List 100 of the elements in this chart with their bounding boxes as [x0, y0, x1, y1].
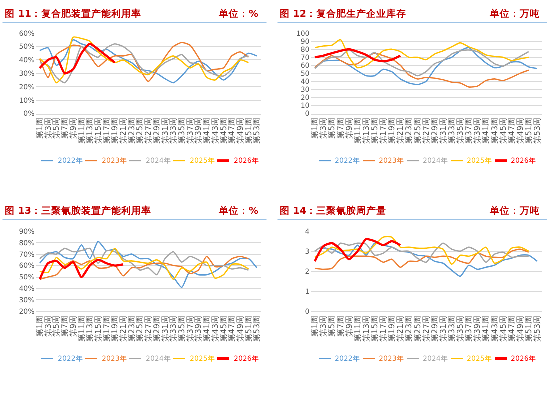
- x-tick-label: 第17周: [379, 118, 388, 144]
- x-tick-label: 第35周: [456, 316, 466, 342]
- x-tick-label: 第21周: [396, 118, 406, 144]
- x-tick-label: 第49周: [516, 118, 525, 144]
- x-tick-label: 第41周: [202, 118, 212, 144]
- x-tick-label: 第53周: [533, 118, 542, 144]
- chart-subtitle: 单位：万吨: [489, 8, 540, 20]
- line-series: [314, 52, 530, 88]
- x-tick-label: 第41周: [482, 316, 491, 342]
- x-tick-label: 第49周: [516, 316, 525, 342]
- x-tick-label: 第53周: [252, 118, 262, 144]
- line-series: [314, 236, 530, 266]
- line-series: [314, 48, 402, 63]
- x-tick-label: 第7周: [336, 118, 346, 140]
- x-tick-label: 第37周: [186, 118, 195, 144]
- x-tick-label: 第35周: [456, 118, 466, 144]
- x-tick-label: 第47周: [228, 118, 237, 144]
- x-tick-label: 第15周: [370, 118, 380, 144]
- x-tick-label: 第1周: [36, 118, 45, 140]
- x-tick-label: 第27周: [422, 316, 431, 342]
- x-tick-label: 第41周: [482, 118, 491, 144]
- x-tick-label: 第11周: [77, 118, 86, 144]
- line-series: [39, 256, 250, 280]
- x-tick-label: 第51周: [244, 118, 254, 144]
- line-series: [38, 43, 116, 75]
- x-tick-label: 第39周: [473, 118, 482, 144]
- line-series: [314, 248, 530, 270]
- x-tick-label: 第3周: [319, 316, 328, 337]
- x-tick-label: 第53周: [533, 316, 542, 342]
- x-tick-label: 第19周: [110, 118, 120, 144]
- x-tick-label: 第41周: [202, 316, 212, 342]
- x-tick-label: 第53周: [252, 316, 262, 342]
- chart-title: 图 14：三聚氰胺周产量: [280, 205, 387, 217]
- x-tick-label: 第39周: [194, 316, 204, 342]
- x-tick-label: 第7周: [336, 316, 346, 337]
- x-tick-label: 第25周: [136, 118, 145, 144]
- x-tick-label: 第25周: [413, 118, 422, 144]
- chart-title: 图 12：复合肥生产企业库存: [280, 8, 407, 20]
- chart-subtitle: 单位：万吨: [489, 205, 540, 217]
- x-tick-label: 第15周: [370, 316, 380, 342]
- x-tick-label: 第5周: [328, 316, 337, 337]
- x-tick-label: 第31周: [160, 316, 170, 342]
- x-tick-label: 第5周: [52, 118, 62, 140]
- x-tick-label: 第37周: [186, 316, 195, 342]
- x-tick-label: 第29周: [152, 118, 162, 144]
- x-tick-label: 第19周: [388, 118, 397, 144]
- x-tick-label: 第19周: [110, 316, 120, 342]
- x-tick-label: 第27周: [144, 316, 154, 342]
- x-tick-label: 第9周: [68, 316, 78, 337]
- x-tick-label: 第33周: [169, 118, 178, 144]
- x-tick-label: 第45周: [498, 316, 508, 342]
- x-tick-label: 第51周: [244, 316, 254, 342]
- x-tick-label: 第1周: [310, 316, 320, 337]
- x-tick-label: 第5周: [52, 316, 62, 337]
- x-tick-label: 第23周: [127, 118, 136, 144]
- x-tick-label: 第7周: [60, 118, 70, 140]
- x-tick-label: 第31周: [438, 316, 448, 342]
- x-tick-label: 第45周: [219, 316, 228, 342]
- line-series: [322, 242, 538, 278]
- x-tick-label: 第23周: [404, 118, 414, 144]
- x-tick-label: 第47周: [507, 118, 516, 144]
- x-tick-label: 第31周: [160, 118, 170, 144]
- x-tick-label: 第33周: [448, 316, 457, 342]
- x-tick-label: 第45周: [498, 118, 508, 144]
- x-tick-label: 第43周: [490, 118, 500, 144]
- x-tick-label: 第9周: [344, 118, 354, 140]
- x-tick-label: 第21周: [396, 316, 406, 342]
- x-tick-label: 第17周: [379, 316, 388, 342]
- x-tick-label: 第13周: [86, 118, 95, 144]
- x-tick-label: 第49周: [236, 316, 245, 342]
- x-tick-label: 第27周: [422, 118, 431, 144]
- chart-subtitle: 单位：%: [218, 8, 259, 20]
- x-tick-label: 第17周: [102, 316, 112, 342]
- x-tick-label: 第39周: [194, 118, 204, 144]
- x-tick-label: 第25周: [136, 316, 145, 342]
- chart-subtitle: 单位：%: [218, 205, 259, 217]
- x-tick-label: 第33周: [169, 316, 178, 342]
- x-tick-label: 第7周: [60, 316, 70, 337]
- x-tick-label: 第15周: [94, 316, 103, 342]
- x-tick-label: 第3周: [44, 118, 53, 140]
- x-tick-label: 第25周: [413, 316, 422, 342]
- x-tick-label: 第11周: [353, 118, 362, 144]
- x-tick-label: 第5周: [328, 118, 337, 140]
- line-series: [314, 50, 530, 77]
- x-tick-label: 第23周: [404, 316, 414, 342]
- x-tick-label: 第15周: [94, 118, 103, 144]
- x-tick-label: 第51周: [524, 118, 534, 144]
- x-tick-label: 第37周: [464, 118, 474, 144]
- x-tick-label: 第13周: [362, 316, 371, 342]
- x-tick-label: 第31周: [438, 118, 448, 144]
- x-tick-label: 第43周: [210, 316, 220, 342]
- x-tick-label: 第21周: [119, 118, 128, 144]
- chart-title: 图 13：三聚氰胺装置产能利用率: [5, 205, 152, 217]
- x-tick-label: 第23周: [127, 316, 136, 342]
- x-tick-label: 第29周: [152, 316, 162, 342]
- x-tick-label: 第9周: [68, 118, 78, 140]
- line-series: [314, 242, 530, 264]
- line-series: [314, 238, 402, 263]
- line-series: [38, 258, 125, 281]
- x-tick-label: 第43周: [210, 118, 220, 144]
